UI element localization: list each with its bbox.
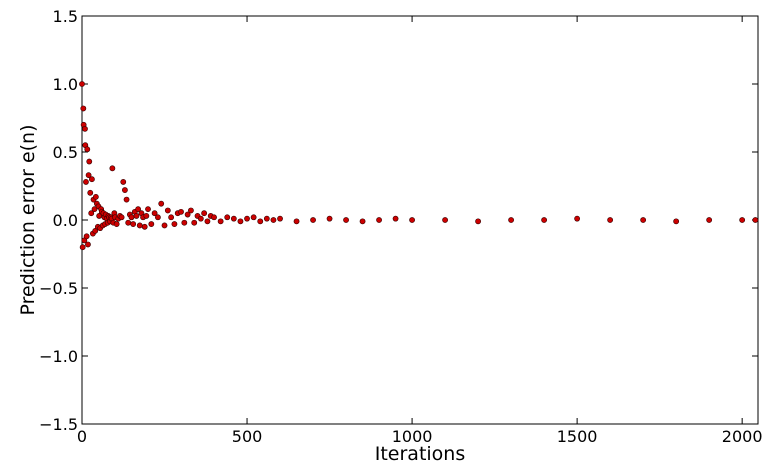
data-point: [87, 189, 94, 196]
data-point: [508, 217, 515, 223]
data-point: [135, 206, 142, 213]
data-point: [79, 81, 85, 87]
data-point: [79, 244, 86, 251]
data-point: [706, 217, 713, 223]
y-tick-label: −0.5: [39, 279, 78, 298]
y-tick-label: 1.0: [53, 75, 78, 94]
data-point: [85, 172, 92, 179]
data-point: [86, 158, 93, 165]
data-point: [224, 214, 231, 221]
data-point: [607, 217, 614, 223]
data-point: [541, 217, 548, 223]
y-tick-label: 0.0: [53, 211, 78, 230]
data-point: [128, 214, 135, 221]
data-point: [85, 241, 91, 248]
data-point: [145, 206, 151, 213]
data-point: [118, 214, 125, 221]
data-point: [442, 217, 448, 223]
data-point: [293, 218, 300, 225]
data-point: [184, 211, 191, 218]
x-tick-label: 2000: [722, 427, 763, 446]
x-axis-label: Iterations: [375, 443, 466, 464]
data-point: [113, 221, 120, 227]
y-tick-label: 0.5: [53, 143, 78, 162]
data-point: [188, 207, 194, 214]
data-point: [640, 217, 647, 223]
data-point: [164, 207, 171, 214]
data-point: [201, 210, 208, 217]
data-point: [136, 222, 143, 229]
data-point: [80, 105, 87, 112]
data-point: [270, 217, 277, 223]
data-point: [125, 219, 132, 226]
data-point: [392, 215, 399, 222]
y-axis-label: Prediction error e(n): [17, 124, 39, 315]
data-point: [92, 227, 99, 234]
data-point: [574, 215, 581, 222]
data-point: [752, 217, 759, 223]
data-point: [250, 214, 257, 221]
data-point: [191, 219, 198, 226]
data-point: [91, 206, 98, 213]
data-point: [178, 208, 184, 215]
data-point: [257, 218, 264, 225]
data-point: [123, 196, 130, 203]
data-point: [141, 223, 148, 230]
data-point: [277, 215, 283, 222]
y-tick-label: −1.0: [39, 347, 78, 366]
data-point: [155, 214, 161, 221]
data-point: [343, 217, 349, 223]
data-point: [148, 221, 155, 227]
data-point: [158, 200, 165, 207]
data-point: [88, 210, 95, 217]
data-point: [109, 165, 116, 172]
data-point: [151, 210, 158, 217]
x-tick-label: 1500: [557, 427, 598, 446]
x-tick-label: 500: [232, 427, 263, 446]
data-point: [83, 233, 90, 240]
data-point: [122, 187, 128, 193]
data-point: [133, 213, 140, 219]
x-tick-label: 1000: [392, 427, 433, 446]
data-point: [230, 215, 237, 222]
data-point: [409, 217, 415, 223]
y-tick-label: −1.5: [39, 415, 78, 434]
data-point: [171, 221, 178, 227]
data-point: [739, 217, 746, 223]
data-point: [310, 217, 316, 223]
data-point: [204, 218, 211, 225]
data-point: [217, 218, 224, 225]
data-point: [168, 214, 175, 221]
y-tick-label: 1.5: [53, 7, 78, 26]
data-point: [84, 146, 91, 153]
tick-labels: 0 500 1000 1500 2000 −1.5 −1.0 −0.5 0.0 0.5 1.0 1.5: [39, 7, 762, 446]
data-point: [237, 218, 244, 225]
data-point: [211, 214, 217, 221]
tick-marks: [81, 15, 758, 425]
x-tick-label: 0: [77, 427, 87, 446]
data-point: [143, 213, 150, 219]
data-point: [89, 176, 95, 183]
data-point: [263, 215, 270, 222]
data-point: [120, 179, 127, 185]
data-point: [475, 218, 481, 225]
data-point: [161, 222, 168, 229]
data-point: [359, 218, 366, 225]
data-point: [83, 179, 89, 185]
data-point: [82, 125, 88, 132]
data-point: [673, 218, 680, 225]
data-point: [130, 221, 137, 227]
data-points: [79, 81, 759, 251]
data-point: [92, 193, 99, 200]
data-point: [96, 213, 103, 219]
data-point: [197, 215, 204, 222]
data-point: [181, 219, 188, 226]
data-point: [244, 215, 250, 222]
data-point: [326, 215, 333, 222]
data-point: [376, 217, 382, 223]
